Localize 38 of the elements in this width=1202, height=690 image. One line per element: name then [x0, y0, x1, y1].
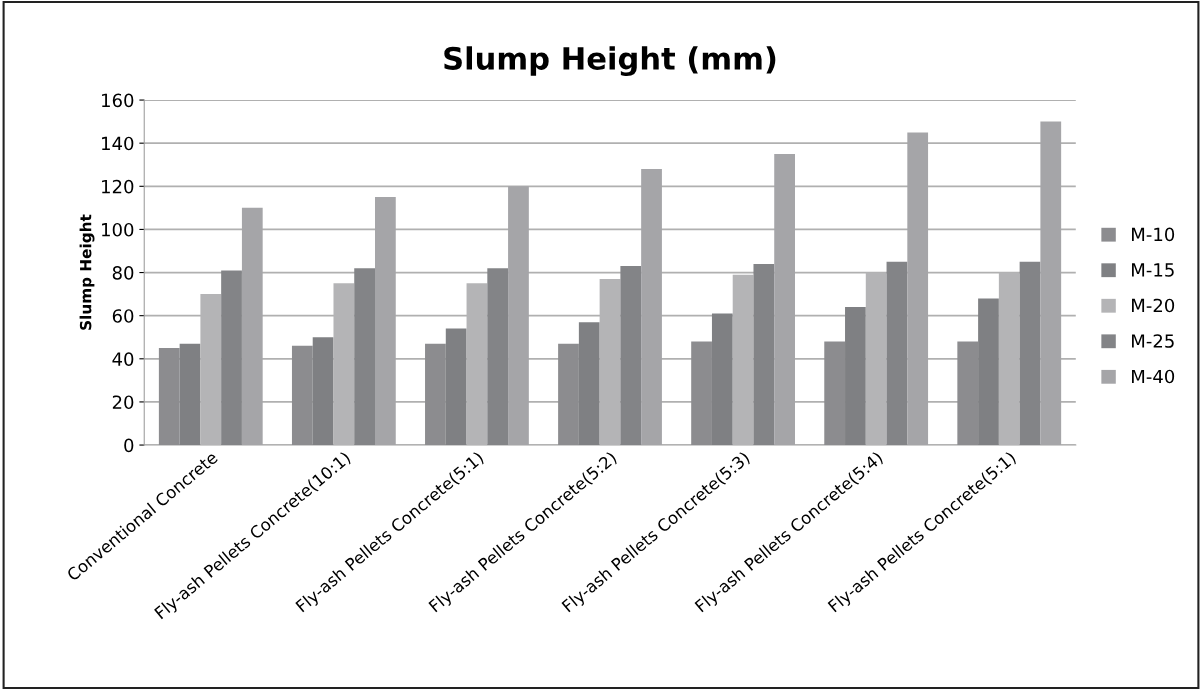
- bar: [824, 341, 846, 446]
- bar: [732, 274, 754, 446]
- bar: [845, 307, 866, 446]
- bar: [221, 270, 242, 446]
- chart-title: Slump Height (mm): [444, 46, 776, 77]
- bar: [691, 341, 712, 446]
- y-tick-label: 20: [112, 395, 134, 410]
- bar: [425, 343, 446, 446]
- legend-label: M-40: [1132, 369, 1175, 384]
- y-tick-label: 0: [124, 438, 134, 453]
- bar: [312, 337, 334, 446]
- bar: [957, 341, 979, 446]
- bar: [978, 298, 999, 446]
- bar: [1019, 261, 1041, 446]
- bar: [445, 328, 467, 446]
- bar: [158, 348, 180, 446]
- y-tick-label: 60: [112, 309, 134, 323]
- legend-label: M-10: [1132, 227, 1175, 242]
- y-axis-title: Slump Height: [79, 214, 95, 330]
- y-tick-label: 120: [102, 179, 134, 194]
- bar: [487, 268, 509, 446]
- y-tick-label: 100: [102, 222, 134, 237]
- bar: [711, 313, 733, 446]
- y-tick-label: 140: [102, 136, 134, 151]
- legend-label: M-15: [1132, 263, 1174, 277]
- y-tick-label: 160: [102, 93, 134, 108]
- bar: [620, 266, 642, 446]
- bar: [753, 263, 775, 446]
- bar: [578, 322, 600, 446]
- bar: [291, 345, 313, 446]
- legend-label: M-20: [1132, 298, 1175, 313]
- y-tick-label: 40: [112, 352, 134, 366]
- bar: [558, 343, 579, 446]
- bar: [886, 261, 908, 446]
- bar: [354, 268, 375, 446]
- y-tick-label: 80: [112, 266, 134, 280]
- legend-label: M-25: [1132, 334, 1174, 348]
- bar: [179, 343, 201, 446]
